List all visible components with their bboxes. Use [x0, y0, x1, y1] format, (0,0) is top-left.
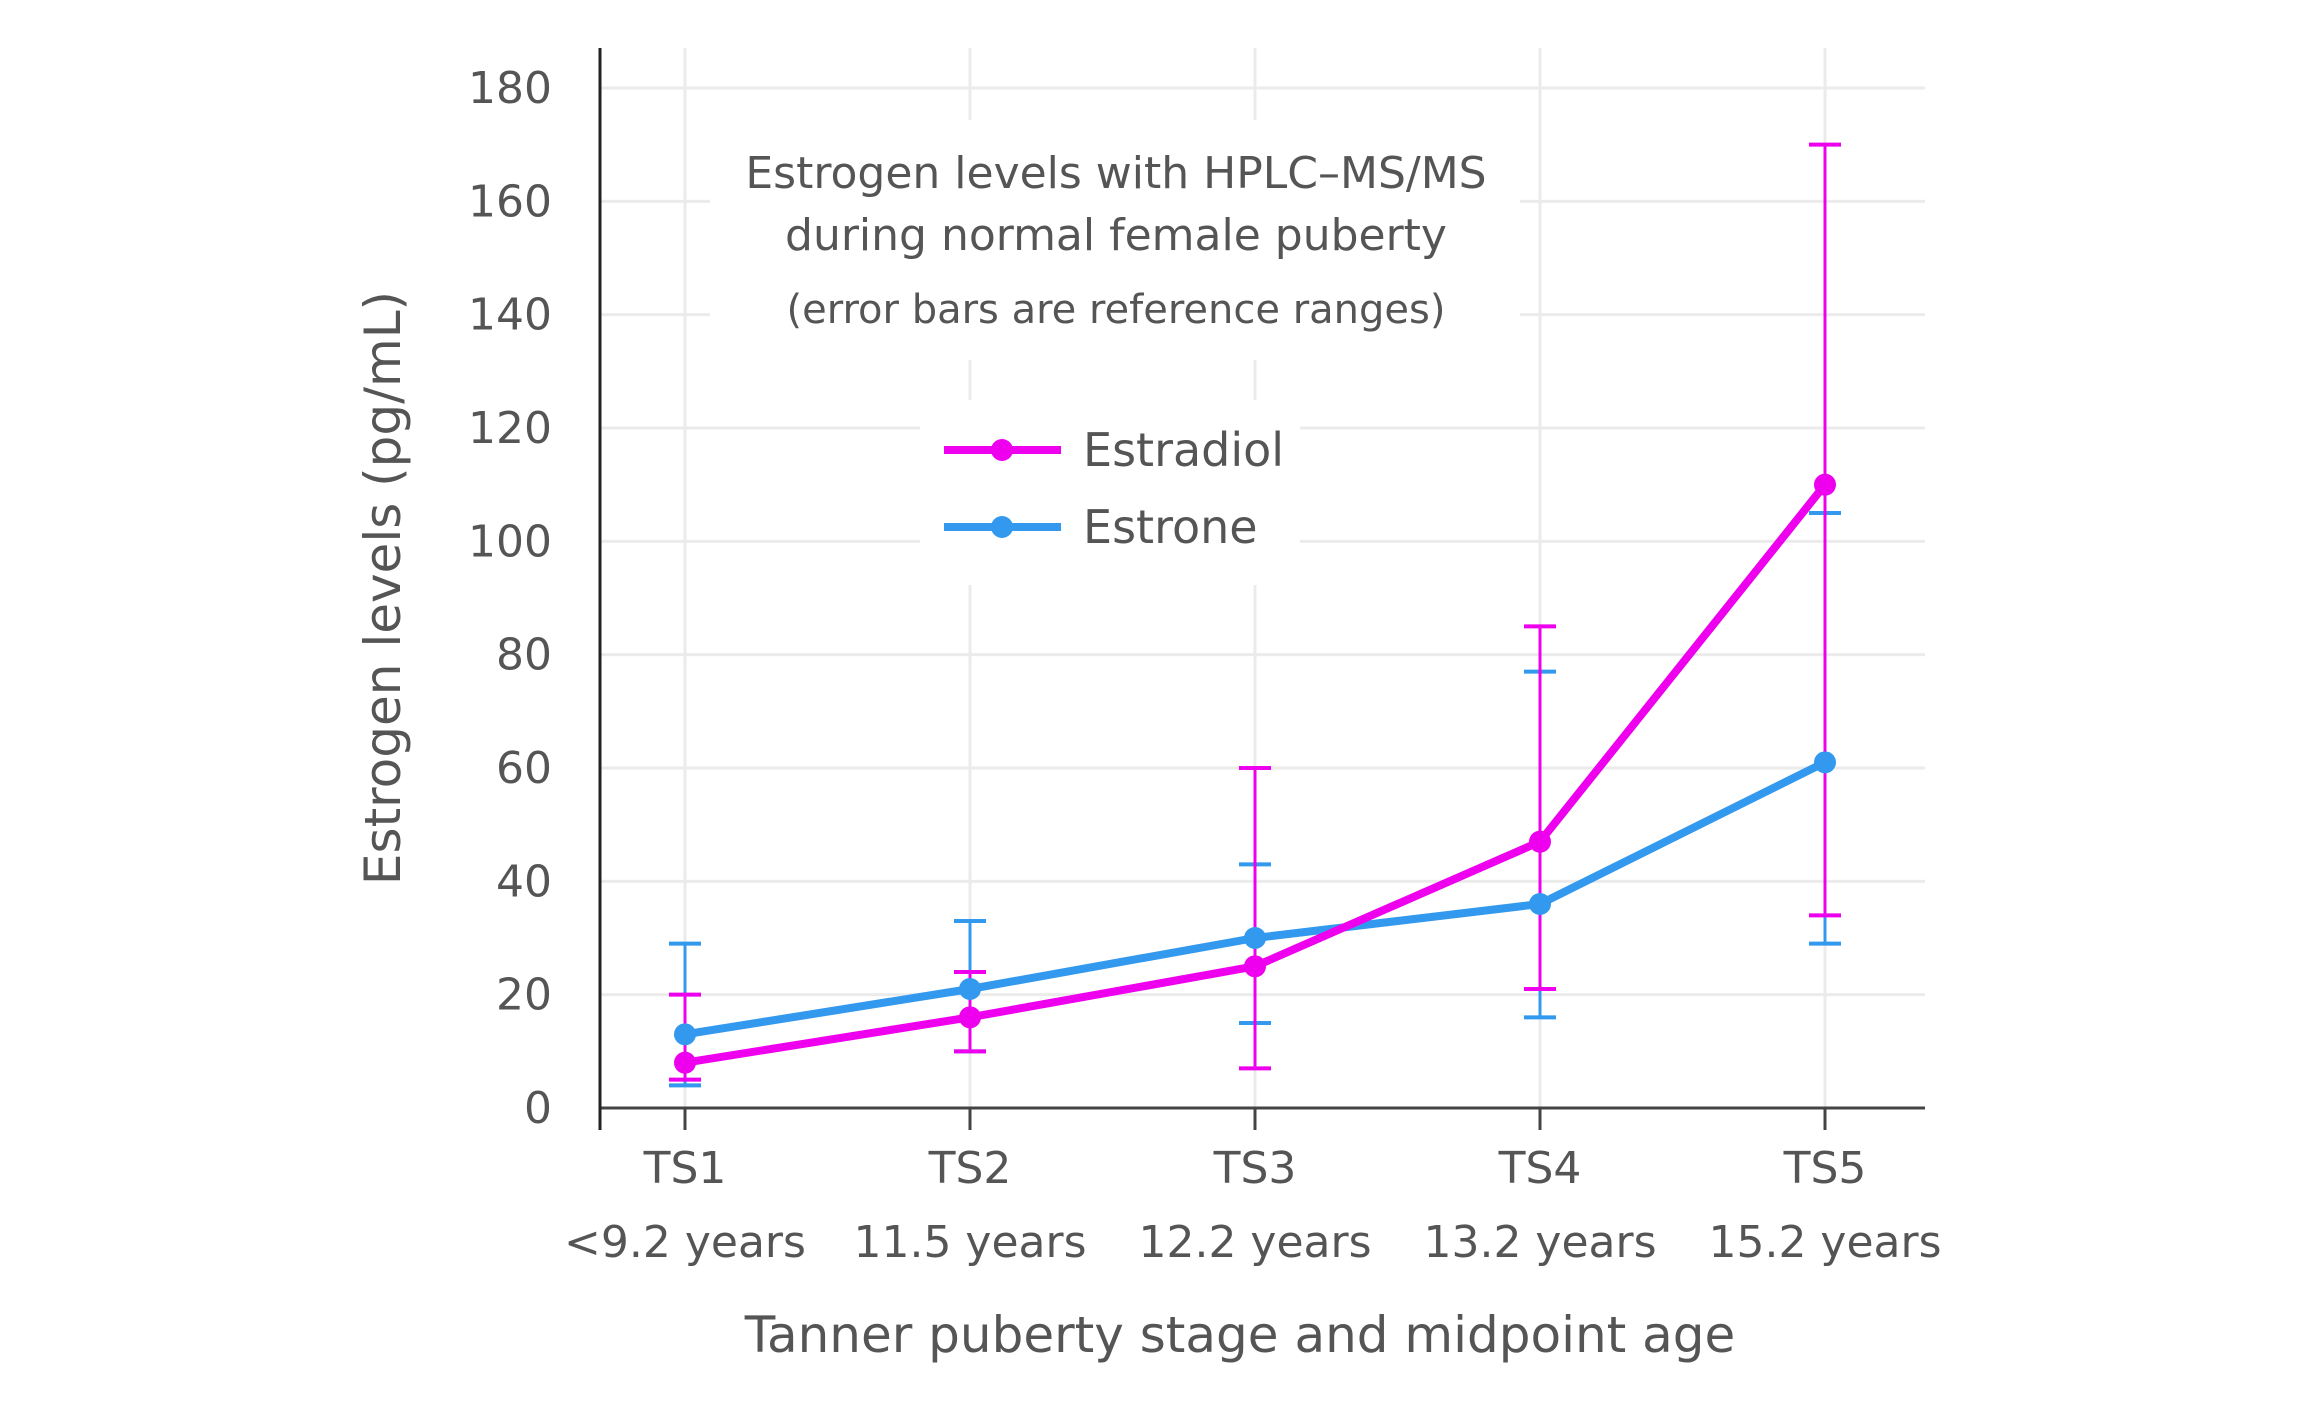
y-tick-label: 0	[524, 1083, 552, 1134]
y-axis-title: Estrogen levels (pg/mL)	[354, 291, 412, 885]
x-tick-label: TS4	[1498, 1143, 1582, 1194]
data-point-estradiol	[1814, 473, 1836, 496]
x-tick-sublabel: 13.2 years	[1423, 1217, 1656, 1268]
data-point-estrone	[1814, 751, 1836, 774]
data-point-estradiol	[1244, 955, 1266, 978]
y-tick-label: 60	[496, 743, 552, 794]
data-point-estradiol	[959, 1006, 981, 1029]
chart-title-line-1: Estrogen levels with HPLC–MS/MS	[745, 148, 1486, 199]
x-tick-label: TS1	[643, 1143, 727, 1194]
y-tick-label: 140	[468, 290, 552, 341]
series-layer	[669, 142, 1841, 1088]
legend-swatch-marker	[991, 439, 1013, 461]
y-tick-label: 20	[496, 970, 552, 1021]
title-box: Estrogen levels with HPLC–MS/MS during n…	[710, 120, 1520, 360]
x-tick-sublabel: 11.5 years	[853, 1217, 1086, 1268]
x-tick-label: TS5	[1783, 1143, 1867, 1194]
x-tick-sublabel: 15.2 years	[1708, 1217, 1941, 1268]
x-tick-sublabel: <9.2 years	[564, 1217, 806, 1268]
y-tick-label: 180	[468, 63, 552, 114]
legend-label: Estradiol	[1083, 423, 1284, 477]
data-point-estrone	[674, 1023, 696, 1046]
data-point-estradiol	[674, 1051, 696, 1074]
y-tick-label: 80	[496, 630, 552, 681]
data-point-estradiol	[1529, 830, 1551, 853]
chart-subtitle: (error bars are reference ranges)	[787, 287, 1446, 333]
legend-swatch-marker	[991, 516, 1013, 538]
data-point-estrone	[1244, 927, 1266, 949]
x-axis-title: Tanner puberty stage and midpoint age	[744, 1306, 1736, 1364]
y-tick-label: 120	[468, 403, 552, 454]
axes: 0 20 40 60 80 100 120 140 160 180 TS1 <9.2 years TS2…	[468, 48, 1942, 1268]
legend: Estradiol Estrone	[920, 400, 1300, 585]
x-tick-label: TS3	[1213, 1143, 1297, 1194]
x-tick-label: TS2	[928, 1143, 1012, 1194]
y-tick-label: 160	[468, 176, 552, 227]
legend-label: Estrone	[1083, 500, 1258, 554]
data-point-estrone	[1529, 893, 1551, 915]
x-tick-sublabel: 12.2 years	[1138, 1217, 1371, 1268]
data-point-estrone	[959, 978, 981, 1000]
chart-title-line-2: during normal female puberty	[785, 210, 1447, 261]
y-tick-label: 40	[496, 856, 552, 907]
y-tick-label: 100	[468, 516, 552, 567]
